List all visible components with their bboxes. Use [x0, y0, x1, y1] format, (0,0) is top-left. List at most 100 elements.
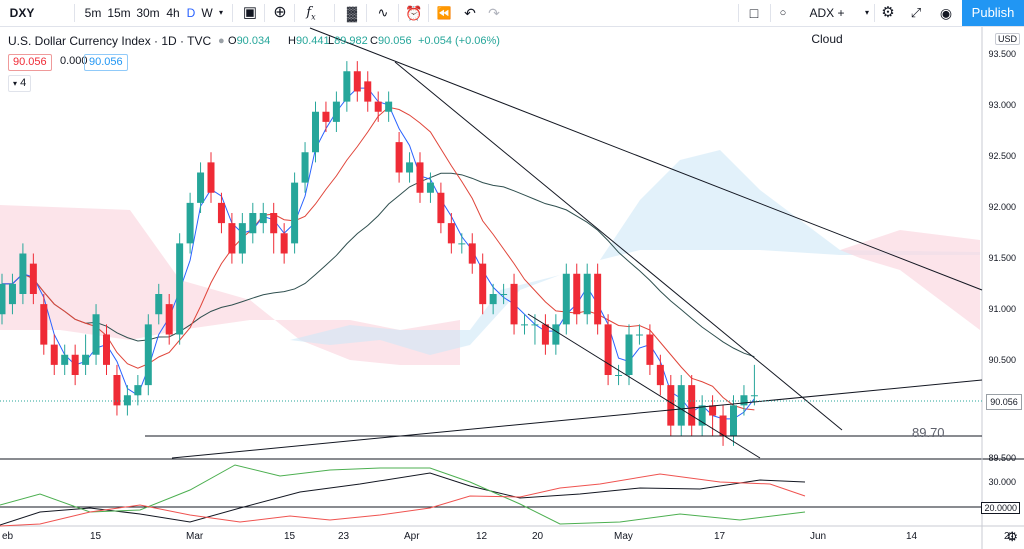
candle-body	[332, 101, 340, 122]
date-tick: eb	[2, 531, 14, 542]
ohlc-open: O90.034	[228, 35, 271, 47]
toolbar-divider	[74, 4, 75, 22]
interval-d[interactable]: D	[186, 6, 196, 20]
toolbar-divider	[770, 4, 771, 22]
candle-body	[395, 142, 403, 173]
candle-body	[521, 324, 528, 326]
toolbar-divider	[232, 4, 233, 22]
interval-w[interactable]: W	[201, 6, 213, 20]
interval-30m[interactable]: 30m	[136, 6, 160, 20]
settings-icon[interactable]: ⚙	[1006, 529, 1018, 544]
candle-body	[468, 243, 476, 264]
candle-body	[228, 223, 236, 254]
price-tick: 90.500	[988, 355, 1016, 365]
support-level-label: 89.70	[912, 425, 945, 440]
candle-body	[92, 314, 100, 355]
price-tick: 93.000	[988, 100, 1016, 110]
candle-body	[646, 334, 654, 365]
interval-15m[interactable]: 15m	[107, 6, 131, 20]
di-minus-line	[0, 473, 806, 527]
candle-body	[541, 324, 549, 345]
publish-button[interactable]: Publish	[962, 0, 1024, 26]
toolbar-divider	[738, 4, 739, 22]
price-tick: 93.500	[988, 49, 1016, 59]
chevron-down-icon[interactable]: ▾	[864, 8, 869, 17]
toolbar-divider	[874, 4, 875, 22]
candle-body	[186, 202, 194, 244]
camera-icon[interactable]: ◉	[939, 5, 953, 21]
adx-line	[0, 472, 806, 526]
candle-body	[531, 324, 539, 326]
add-icon[interactable]: ⊕	[273, 4, 287, 21]
trendline-channel-bottom	[527, 313, 761, 459]
indicator-value-red[interactable]: 90.056	[8, 54, 52, 71]
symbol-search[interactable]: DXY	[9, 6, 35, 20]
candle-body	[291, 182, 299, 244]
candle-body	[458, 243, 466, 245]
candle-body	[635, 334, 643, 336]
date-tick: Jun	[810, 531, 827, 542]
candle-body	[343, 71, 351, 102]
redo-icon[interactable]: ↷	[488, 5, 500, 21]
candle-body	[259, 213, 267, 224]
candle-body	[71, 354, 79, 375]
fullscreen-icon[interactable]: ⤢	[910, 5, 922, 20]
candle-body	[656, 364, 664, 386]
candle-body	[29, 263, 37, 294]
fx-icon[interactable]: fx	[306, 5, 316, 22]
legend-collapse-button[interactable]: ▾ 4	[8, 75, 32, 92]
layout-icon[interactable]: □	[749, 5, 759, 21]
replay-icon[interactable]: ⏪	[436, 6, 452, 20]
indicator-value-mid: 0.000	[60, 55, 88, 67]
candle-body	[217, 202, 225, 224]
date-tick: Apr	[404, 531, 420, 542]
alert-icon[interactable]: ⏰	[405, 5, 423, 21]
date-tick: 15	[284, 531, 296, 542]
candle-body	[19, 253, 27, 294]
candle-body	[510, 283, 518, 325]
currency-label[interactable]: USD	[994, 33, 1020, 45]
ohlc-high: H90.441	[288, 35, 330, 47]
candle-body	[134, 385, 142, 396]
interval-4h[interactable]: 4h	[166, 6, 180, 20]
date-tick: Mar	[186, 531, 204, 542]
candle-body	[113, 375, 121, 406]
bar-style-icon[interactable]: ▣	[242, 4, 258, 21]
candle-body	[698, 405, 706, 426]
indicators-icon[interactable]: ∿	[377, 5, 389, 20]
candle-body	[312, 111, 319, 153]
interval-dropdown-icon[interactable]: ▾	[218, 8, 223, 17]
undo-icon[interactable]: ↶	[464, 5, 476, 21]
candle-body	[123, 395, 131, 406]
indicators-template-label[interactable]: ADX + Cloud	[809, 6, 845, 46]
candle-body	[144, 324, 152, 386]
candle-body	[8, 283, 16, 305]
indicator-value-blue[interactable]: 90.056	[84, 54, 128, 71]
candle-body	[426, 182, 434, 193]
trendline-upper	[309, 27, 983, 291]
interval-5m[interactable]: 5m	[84, 6, 102, 20]
compare-icon[interactable]: ▓	[346, 5, 358, 21]
symbol-title: U.S. Dollar Currency Index · 1D · TVC	[8, 34, 212, 48]
date-tick: 14	[906, 531, 918, 542]
settings-icon[interactable]: ⚙	[881, 4, 895, 21]
candle-body	[61, 354, 69, 365]
candle-body	[197, 172, 205, 203]
ohlc-close: C90.056	[370, 35, 412, 47]
candle-body	[447, 223, 455, 244]
ichimoku-baseline	[2, 172, 755, 358]
candle-body	[552, 324, 560, 345]
candle-body	[730, 405, 737, 436]
candle-body	[479, 263, 487, 305]
candle-body	[615, 375, 623, 376]
candle-body	[385, 101, 393, 112]
candle-body	[270, 213, 278, 234]
ichimoku-cloud-bearish	[840, 230, 980, 330]
candle-body	[238, 223, 246, 254]
ohlc-low: L89.982	[328, 35, 368, 47]
candle-body	[103, 334, 110, 365]
toolbar-divider	[264, 4, 265, 22]
price-tick: 91.000	[988, 304, 1016, 314]
indicators-template-icon[interactable]: ○	[779, 7, 787, 19]
